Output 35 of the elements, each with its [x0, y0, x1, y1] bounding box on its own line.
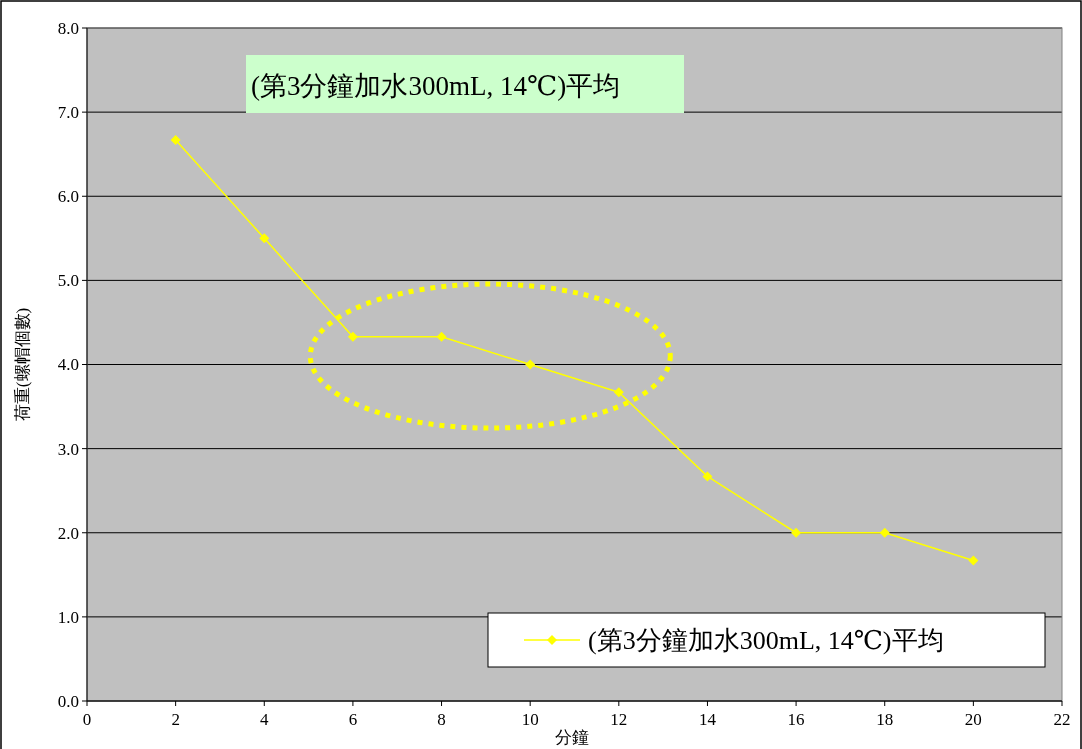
y-axis-title: 荷重(螺帽個數): [12, 307, 32, 422]
x-tick-label: 8: [437, 710, 446, 729]
point: [791, 527, 802, 538]
point: [613, 387, 624, 398]
x-tick-label: 22: [1053, 710, 1071, 729]
point: [347, 331, 358, 342]
y-tick-label: 1.0: [57, 607, 79, 627]
x-axis-title: 分鐘: [555, 728, 589, 747]
x-tick-label: 10: [521, 710, 539, 729]
y-tick-label: 3.0: [57, 439, 79, 459]
y-tick-label: 7.0: [57, 103, 79, 123]
point: [968, 555, 979, 566]
x-tick-label: 2: [171, 710, 180, 729]
x-tick-label: 16: [787, 710, 805, 729]
y-tick-label: 6.0: [57, 187, 79, 207]
point: [259, 233, 270, 244]
y-tick-label: 5.0: [57, 271, 79, 291]
x-tick-label: 6: [348, 710, 358, 729]
point: [879, 527, 890, 538]
point: [702, 471, 713, 482]
point: [170, 134, 181, 145]
y-tick-label: 8.0: [57, 18, 79, 38]
text: (第3分鐘加水300mL, 14℃)平均: [251, 71, 621, 102]
y-tick-label: 4.0: [57, 355, 79, 375]
x-tick-label: 18: [876, 710, 894, 729]
y-tick-label: 2.0: [57, 523, 79, 543]
point: [525, 359, 536, 370]
x-tick-label: 20: [964, 710, 982, 729]
point: [436, 331, 447, 342]
x-tick-label: 12: [610, 710, 628, 729]
y-tick-label: 0.0: [57, 691, 79, 711]
x-tick-label: 14: [698, 710, 717, 729]
legend-label: (第3分鐘加水300mL, 14℃)平均: [588, 626, 944, 656]
x-tick-label: 0: [82, 710, 92, 729]
x-tick-label: 4: [260, 710, 270, 729]
